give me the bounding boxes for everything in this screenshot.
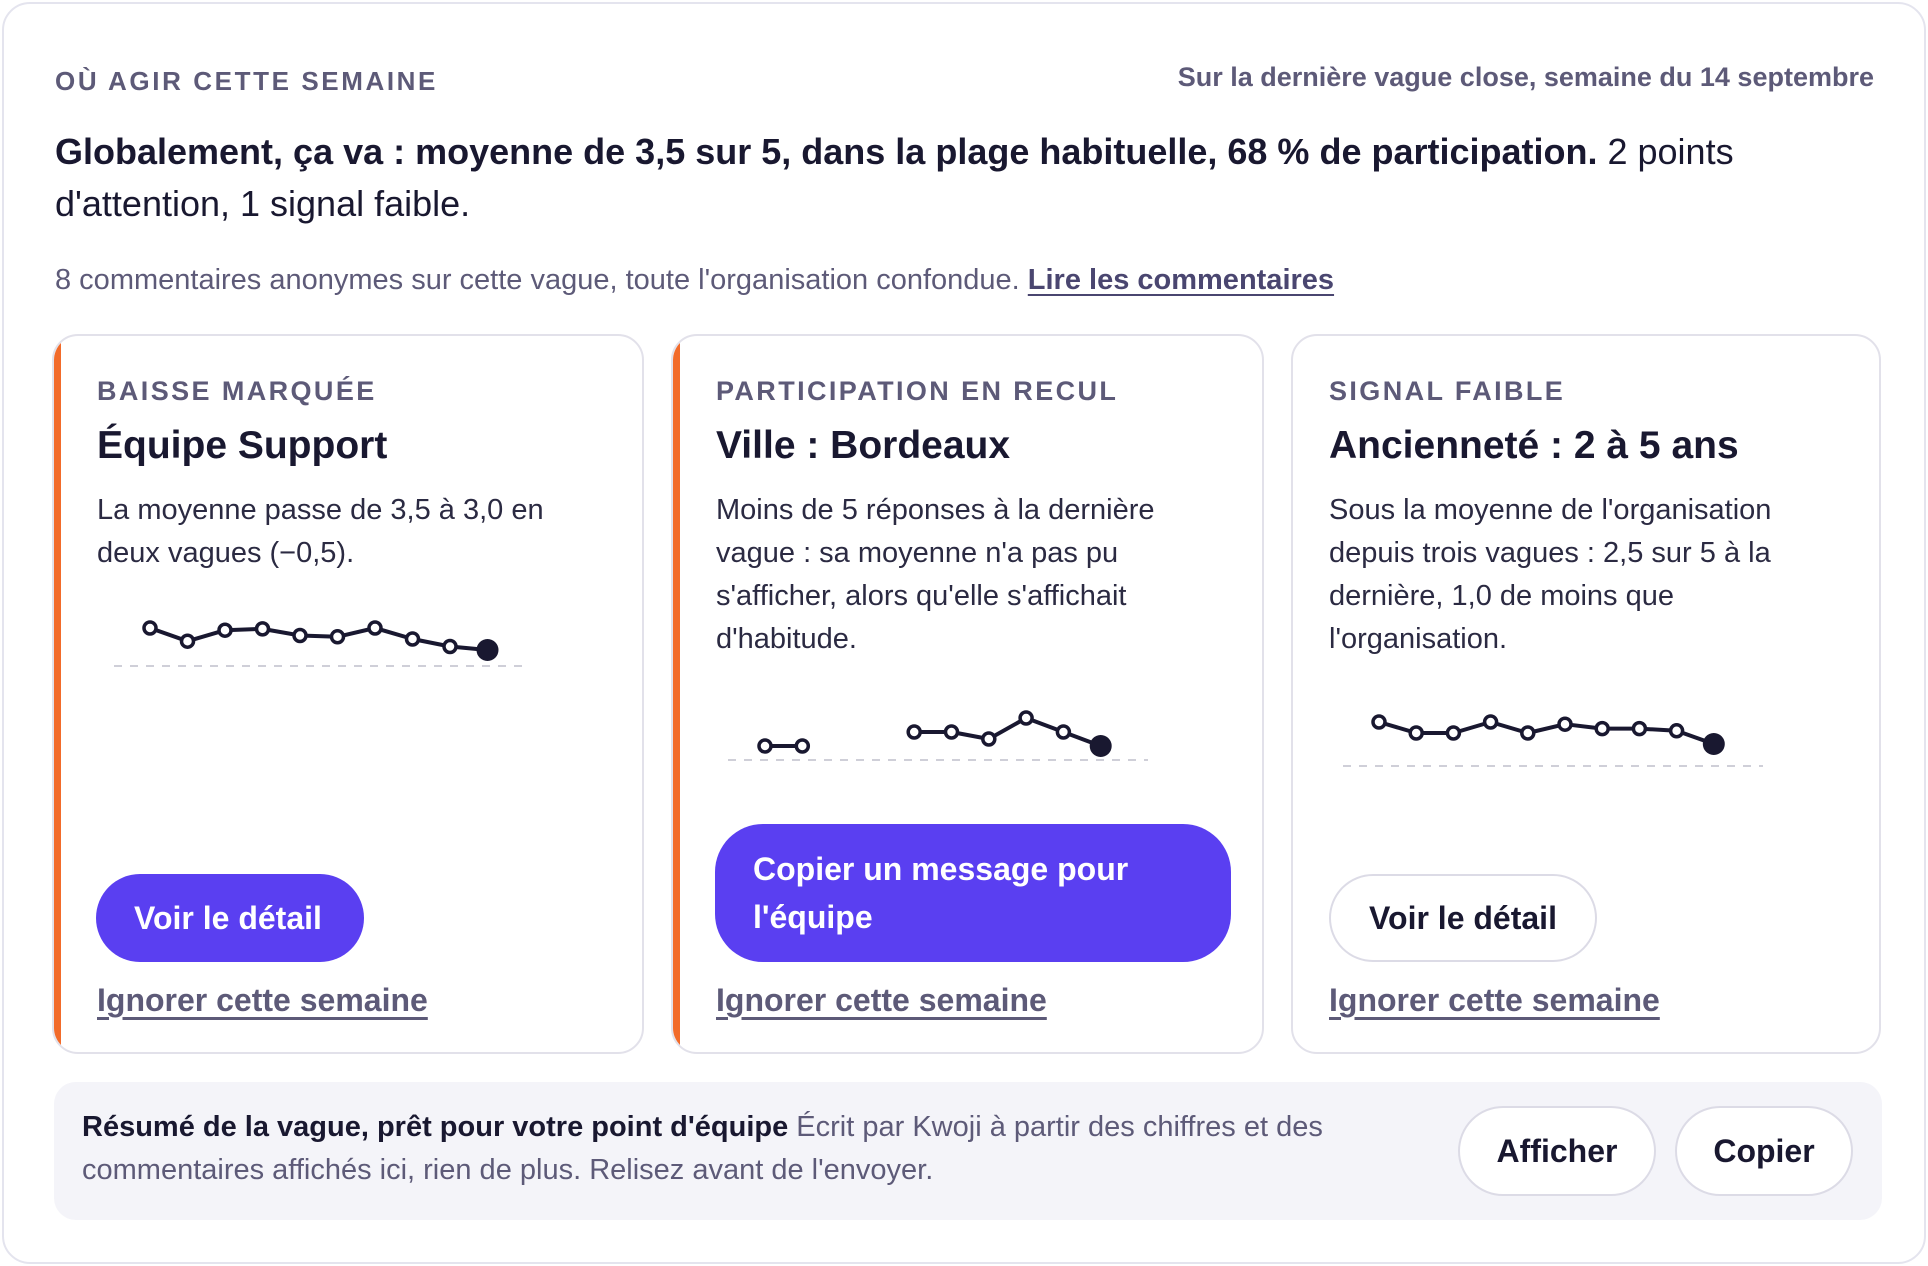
sparkline-point [1668, 723, 1685, 739]
sparkline-point [1408, 725, 1424, 741]
sparkline-point [1055, 724, 1072, 740]
wave-summary-bar: Résumé de la vague, prêt pour votre poin… [54, 1082, 1882, 1220]
sparkline-point [367, 620, 383, 636]
comments-line: 8 commentaires anonymes sur cette vague,… [55, 264, 1334, 297]
sparkline-point [442, 638, 458, 655]
sparkline-last-point [476, 639, 499, 661]
sparkline-line [914, 716, 1102, 748]
sparkline-point [292, 627, 308, 644]
section-eyebrow: OÙ AGIR CETTE SEMAINE [55, 66, 438, 96]
sparkline-point [794, 738, 811, 754]
sparkline-point [142, 620, 158, 636]
ignore-this-week-link[interactable]: Ignorer cette semaine [716, 982, 1047, 1018]
view-detail-button[interactable]: Voir le détail [1329, 874, 1597, 962]
sparkline-line [149, 626, 488, 652]
sparkline-last-point [1089, 735, 1112, 757]
card-kicker: PARTICIPATION EN RECUL [716, 376, 1119, 406]
sparkline-chart [728, 710, 1148, 761]
sparkline-point [943, 724, 960, 740]
summary-bold: Globalement, ça va : moyenne de 3,5 sur … [55, 131, 1598, 172]
sparkline-point [757, 738, 773, 754]
show-summary-button[interactable]: Afficher [1458, 1106, 1656, 1196]
card-description: La moyenne passe de 3,5 à 3,0 en deux va… [97, 494, 544, 569]
alert-card-tenure: SIGNAL FAIBLE Ancienneté : 2 à 5 ans Sou… [1291, 334, 1881, 1054]
sparkline-point [1445, 725, 1462, 741]
sparkline-line [1378, 720, 1715, 746]
card-title: Ville : Bordeaux [716, 424, 1011, 467]
alert-card-support: BAISSE MARQUÉE Équipe Support La moyenne… [52, 334, 644, 1054]
sparkline-point [329, 629, 346, 645]
card-kicker: BAISSE MARQUÉE [97, 376, 377, 406]
card-description: Moins de 5 réponses à la dernière vague … [716, 494, 1155, 655]
card-kicker: SIGNAL FAIBLE [1329, 376, 1566, 406]
read-comments-link[interactable]: Lire les commentaires [1027, 264, 1335, 296]
sparkline-point [906, 724, 922, 740]
summary-rest: 2 points d'attention, 1 signal faible. [55, 131, 1734, 224]
sparkline-point [217, 622, 233, 638]
comments-text: 8 commentaires anonymes sur cette vague,… [55, 264, 1020, 296]
ignore-this-week-link[interactable]: Ignorer cette semaine [1329, 982, 1660, 1018]
sparkline-chart [1343, 714, 1763, 767]
sparkline-point [1594, 720, 1610, 737]
sparkline-point [1371, 714, 1387, 730]
alert-card-bordeaux: PARTICIPATION EN RECUL Ville : Bordeaux … [671, 334, 1264, 1054]
sparkline-chart [114, 620, 529, 667]
wave-summary-description: Écrit par Kwoji à partir des chiffres et… [82, 1111, 1323, 1186]
sparkline-point [1631, 720, 1648, 737]
sparkline-point [179, 633, 196, 649]
sparkline-point [254, 621, 271, 637]
ignore-this-week-link[interactable]: Ignorer cette semaine [97, 982, 428, 1018]
card-title: Équipe Support [97, 424, 388, 467]
period-label: Sur la dernière vague close, semaine du … [1177, 62, 1874, 92]
wave-summary-text: Résumé de la vague, prêt pour votre poin… [82, 1106, 1462, 1192]
overall-summary: Globalement, ça va : moyenne de 3,5 sur … [55, 126, 1885, 230]
sparkline-point [1557, 716, 1573, 732]
wave-summary-title: Résumé de la vague, prêt pour votre poin… [82, 1111, 789, 1143]
card-title: Ancienneté : 2 à 5 ans [1329, 424, 1739, 467]
sparkline-point [1018, 710, 1034, 726]
sparkline-point [1520, 725, 1536, 741]
sparkline-point [404, 631, 421, 647]
sparkline-point [1482, 714, 1499, 730]
card-description: Sous la moyenne de l'organisation depuis… [1329, 494, 1772, 655]
view-detail-button[interactable]: Voir le détail [96, 874, 364, 962]
sparkline-point [981, 731, 997, 747]
copy-team-message-button[interactable]: Copier un message pour l'équipe [715, 824, 1231, 962]
copy-summary-button[interactable]: Copier [1675, 1106, 1853, 1196]
sparkline-last-point [1702, 733, 1725, 755]
